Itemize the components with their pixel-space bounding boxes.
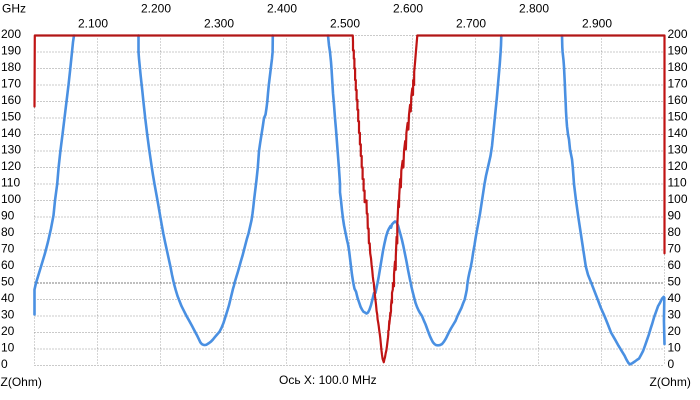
svg-text:Ось X: 100.0 MHz: Ось X: 100.0 MHz [279, 373, 377, 387]
svg-text:2.900: 2.900 [582, 16, 612, 30]
svg-text:150: 150 [668, 109, 688, 123]
svg-text:170: 170 [668, 76, 688, 90]
svg-text:0: 0 [1, 357, 8, 371]
svg-text:30: 30 [1, 307, 15, 321]
svg-text:70: 70 [1, 241, 15, 255]
svg-text:2.400: 2.400 [267, 2, 297, 16]
svg-text:40: 40 [1, 291, 15, 305]
svg-text:200: 200 [668, 27, 688, 41]
svg-text:140: 140 [1, 126, 21, 140]
svg-text:160: 160 [668, 93, 688, 107]
svg-text:2.700: 2.700 [456, 16, 486, 30]
svg-text:90: 90 [1, 208, 15, 222]
svg-text:110: 110 [1, 175, 20, 189]
svg-text:2.600: 2.600 [393, 2, 423, 16]
svg-text:120: 120 [1, 159, 21, 173]
svg-text:50: 50 [1, 274, 15, 288]
svg-text:180: 180 [1, 60, 21, 74]
svg-text:80: 80 [668, 225, 682, 239]
svg-text:40: 40 [668, 291, 682, 305]
svg-text:10: 10 [1, 340, 15, 354]
svg-text:30: 30 [668, 307, 682, 321]
svg-text:100: 100 [1, 192, 21, 206]
svg-text:70: 70 [668, 241, 682, 255]
svg-text:80: 80 [1, 225, 15, 239]
svg-text:130: 130 [668, 142, 688, 156]
svg-text:140: 140 [668, 126, 688, 140]
svg-text:Z(Ohm): Z(Ohm) [650, 375, 691, 389]
svg-text:180: 180 [668, 60, 688, 74]
svg-text:150: 150 [1, 109, 21, 123]
svg-text:Z(Ohm): Z(Ohm) [1, 375, 42, 389]
svg-text:190: 190 [1, 43, 21, 57]
svg-text:2.300: 2.300 [204, 16, 234, 30]
svg-text:60: 60 [1, 258, 15, 272]
svg-text:60: 60 [668, 258, 682, 272]
svg-text:100: 100 [668, 192, 688, 206]
svg-text:20: 20 [668, 324, 682, 338]
svg-text:20: 20 [1, 324, 15, 338]
svg-text:0: 0 [668, 357, 675, 371]
svg-text:10: 10 [668, 340, 682, 354]
svg-text:130: 130 [1, 142, 21, 156]
svg-text:GHz: GHz [2, 2, 26, 16]
svg-text:110: 110 [668, 175, 687, 189]
svg-text:120: 120 [668, 159, 688, 173]
svg-text:160: 160 [1, 93, 21, 107]
svg-text:50: 50 [668, 274, 682, 288]
svg-text:170: 170 [1, 76, 21, 90]
svg-text:2.500: 2.500 [330, 16, 360, 30]
svg-text:2.200: 2.200 [141, 2, 171, 16]
svg-text:2.800: 2.800 [519, 2, 549, 16]
svg-text:200: 200 [1, 27, 21, 41]
svg-text:90: 90 [668, 208, 682, 222]
svg-text:190: 190 [668, 43, 688, 57]
svg-text:2.100: 2.100 [78, 16, 108, 30]
